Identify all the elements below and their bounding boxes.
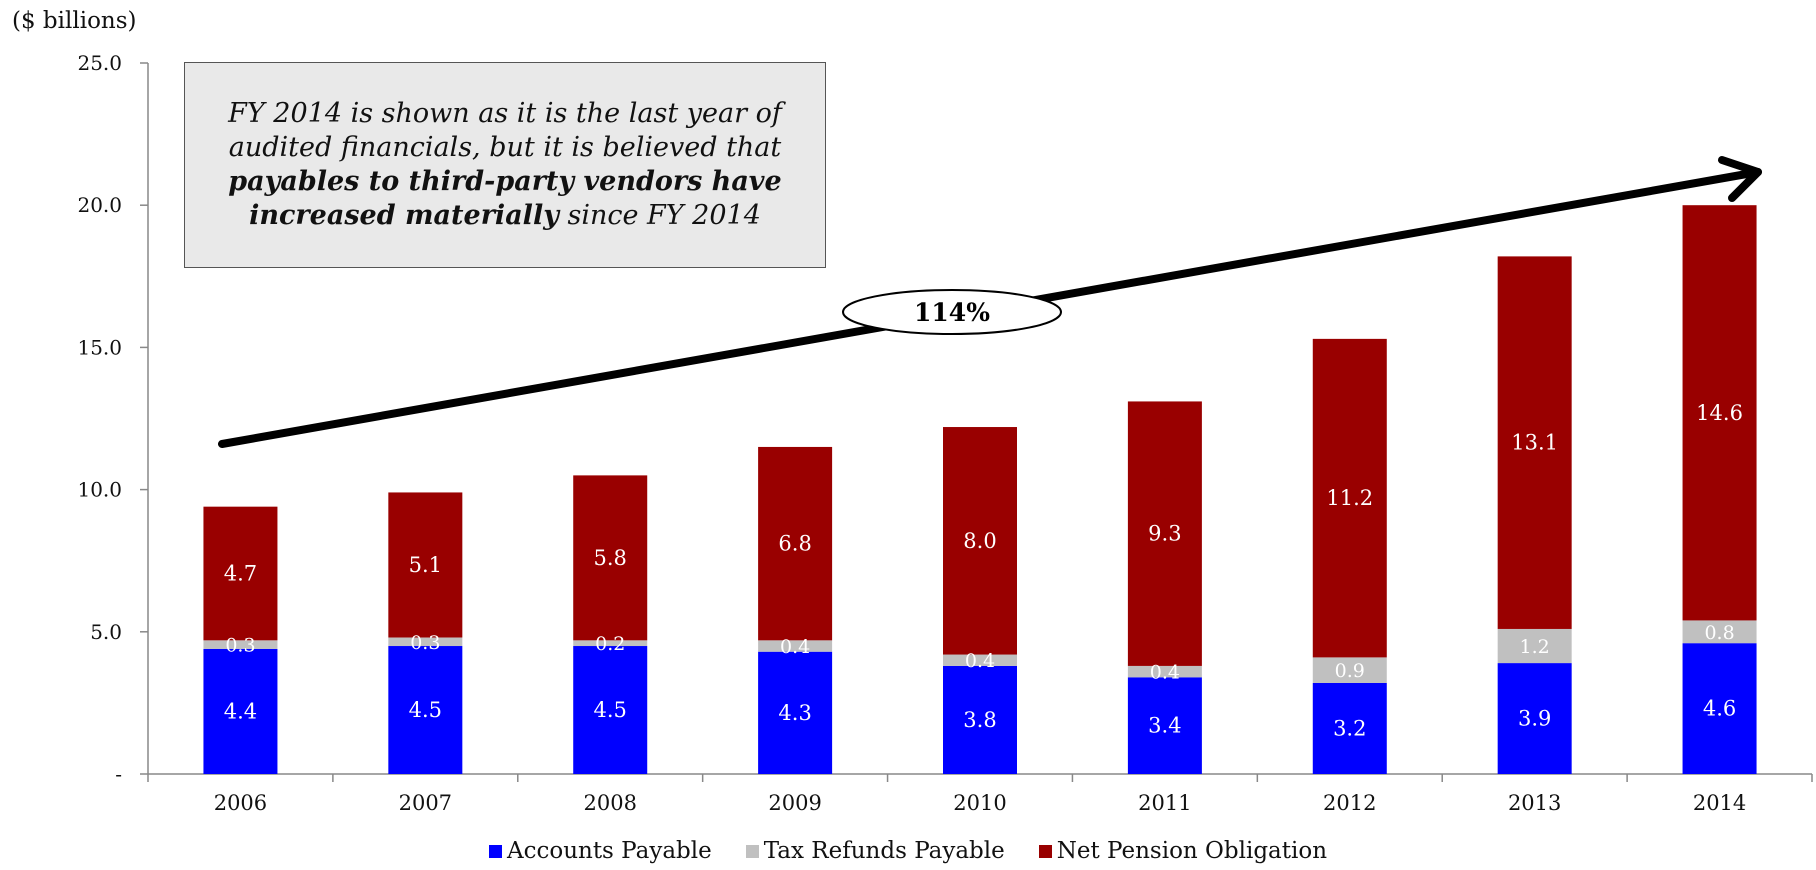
x-tick-label: 2012 <box>1323 791 1376 815</box>
growth-arrow: 114% <box>218 156 1762 448</box>
legend-swatch-tax-refunds-payable <box>745 844 759 858</box>
legend-item-tax-refunds-payable: Tax Refunds Payable <box>745 838 1005 864</box>
x-tick-label: 2009 <box>768 791 821 815</box>
y-tick-label: 5.0 <box>90 620 122 644</box>
data-label-net-pension-obligation-2011: 9.3 <box>1148 522 1181 546</box>
data-label-net-pension-obligation-2013: 13.1 <box>1511 431 1558 455</box>
data-label-net-pension-obligation-2007: 5.1 <box>409 553 442 577</box>
legend-item-net-pension-obligation: Net Pension Obligation <box>1038 838 1328 864</box>
data-label-tax-refunds-payable-2013: 1.2 <box>1520 636 1550 658</box>
legend-swatch-net-pension-obligation <box>1038 844 1052 858</box>
bar-labels: 4.4 0.3 4.7 4.5 0.3 5.1 4.5 0.2 5.8 4.3 0.4 6.8 3.8 0… <box>224 401 1743 741</box>
data-label-tax-refunds-payable-2010: 0.4 <box>965 650 995 672</box>
callout-bold-text-2: increased materially <box>249 200 559 231</box>
data-label-accounts-payable-2009: 4.3 <box>778 701 811 725</box>
callout-line-3: payables to third-party vendors have <box>228 165 781 199</box>
y-tick-label: 10.0 <box>77 478 122 502</box>
bar-tax-refunds-payable-2013 <box>1497 628 1572 664</box>
bar-net-pension-obligation-2009 <box>758 446 833 641</box>
bar-net-pension-obligation-2013 <box>1497 256 1572 629</box>
bar-accounts-payable-2013 <box>1497 663 1572 774</box>
bar-net-pension-obligation-2012 <box>1312 338 1387 658</box>
bar-tax-refunds-payable-2007 <box>388 637 463 647</box>
bar-tax-refunds-payable-2014 <box>1682 620 1757 644</box>
callout-line-2: audited financials, but it is believed t… <box>228 132 782 163</box>
data-label-tax-refunds-payable-2007: 0.3 <box>410 632 440 654</box>
x-tick-label: 2014 <box>1693 791 1746 815</box>
x-tick-label: 2010 <box>953 791 1006 815</box>
data-label-tax-refunds-payable-2009: 0.4 <box>780 636 810 658</box>
bar-accounts-payable-2011 <box>1127 677 1202 774</box>
bar-net-pension-obligation-2006 <box>203 506 278 641</box>
y-tick-label: - <box>115 762 122 786</box>
bar-tax-refunds-payable-2006 <box>203 640 278 649</box>
data-label-accounts-payable-2013: 3.9 <box>1518 707 1551 731</box>
data-label-tax-refunds-payable-2011: 0.4 <box>1150 662 1180 684</box>
callout-line-4: increased materially since FY 2014 <box>249 199 761 233</box>
bar-net-pension-obligation-2011 <box>1127 401 1202 666</box>
bar-net-pension-obligation-2010 <box>943 427 1017 655</box>
bar-net-pension-obligation-2008 <box>573 475 648 641</box>
data-label-accounts-payable-2007: 4.5 <box>409 698 442 722</box>
data-label-tax-refunds-payable-2014: 0.8 <box>1704 622 1734 644</box>
legend-label-accounts-payable: Accounts Payable <box>506 838 712 864</box>
data-label-net-pension-obligation-2014: 14.6 <box>1696 401 1743 425</box>
callout-tail-text: since FY 2014 <box>558 200 761 231</box>
bar-accounts-payable-2008 <box>573 646 648 774</box>
data-label-net-pension-obligation-2010: 8.0 <box>963 529 996 553</box>
bar-tax-refunds-payable-2009 <box>758 640 833 652</box>
bar-tax-refunds-payable-2010 <box>943 654 1017 666</box>
data-label-accounts-payable-2012: 3.2 <box>1333 716 1366 740</box>
growth-label-oval <box>842 289 1062 335</box>
y-tick-label: 20.0 <box>77 193 122 217</box>
bar-accounts-payable-2010 <box>943 665 1017 774</box>
bar-accounts-payable-2006 <box>203 648 278 774</box>
y-axis-unit-label: ($ billions) <box>12 8 137 34</box>
data-label-net-pension-obligation-2006: 4.7 <box>224 561 257 585</box>
data-label-accounts-payable-2010: 3.8 <box>963 708 996 732</box>
legend-label-tax-refunds-payable: Tax Refunds Payable <box>763 838 1005 864</box>
bars <box>203 205 1757 774</box>
legend-item-accounts-payable: Accounts Payable <box>488 838 712 864</box>
callout-bold-text-1: payables to third-party vendors have <box>228 166 782 197</box>
callout-line-1: FY 2014 is shown as it is the last year … <box>228 98 782 129</box>
x-tick-label: 2006 <box>214 791 267 815</box>
data-label-tax-refunds-payable-2006: 0.3 <box>225 635 255 657</box>
data-label-net-pension-obligation-2008: 5.8 <box>594 546 627 570</box>
data-label-accounts-payable-2011: 3.4 <box>1148 714 1181 738</box>
bar-accounts-payable-2014 <box>1682 643 1757 774</box>
data-label-net-pension-obligation-2012: 11.2 <box>1326 486 1373 510</box>
x-tick-label: 2011 <box>1138 791 1191 815</box>
data-label-accounts-payable-2008: 4.5 <box>594 698 627 722</box>
bar-accounts-payable-2012 <box>1312 682 1387 774</box>
data-label-net-pension-obligation-2009: 6.8 <box>778 532 811 556</box>
data-label-accounts-payable-2014: 4.6 <box>1703 697 1736 721</box>
legend-swatch-accounts-payable <box>488 844 502 858</box>
bar-tax-refunds-payable-2008 <box>573 640 648 647</box>
bar-tax-refunds-payable-2012 <box>1312 657 1387 683</box>
x-tick-label: 2008 <box>583 791 636 815</box>
x-tick-label: 2013 <box>1508 791 1561 815</box>
bar-accounts-payable-2007 <box>388 646 463 774</box>
bar-accounts-payable-2009 <box>758 651 833 774</box>
bar-net-pension-obligation-2014 <box>1682 205 1757 621</box>
data-label-tax-refunds-payable-2012: 0.9 <box>1335 660 1365 682</box>
legend: Accounts Payable Tax Refunds Payable Net… <box>0 838 1816 864</box>
y-tick-label: 15.0 <box>77 335 122 359</box>
y-tick-label: 25.0 <box>77 51 122 75</box>
bar-net-pension-obligation-2007 <box>388 492 463 638</box>
growth-arrow-head <box>1718 156 1762 202</box>
data-label-tax-refunds-payable-2008: 0.2 <box>595 633 625 655</box>
legend-label-net-pension-obligation: Net Pension Obligation <box>1056 838 1328 864</box>
x-tick-label: 2007 <box>399 791 452 815</box>
growth-label: 114% <box>914 298 990 327</box>
bar-tax-refunds-payable-2011 <box>1127 665 1202 678</box>
data-label-accounts-payable-2006: 4.4 <box>224 699 257 723</box>
callout-box: FY 2014 is shown as it is the last year … <box>184 62 826 268</box>
